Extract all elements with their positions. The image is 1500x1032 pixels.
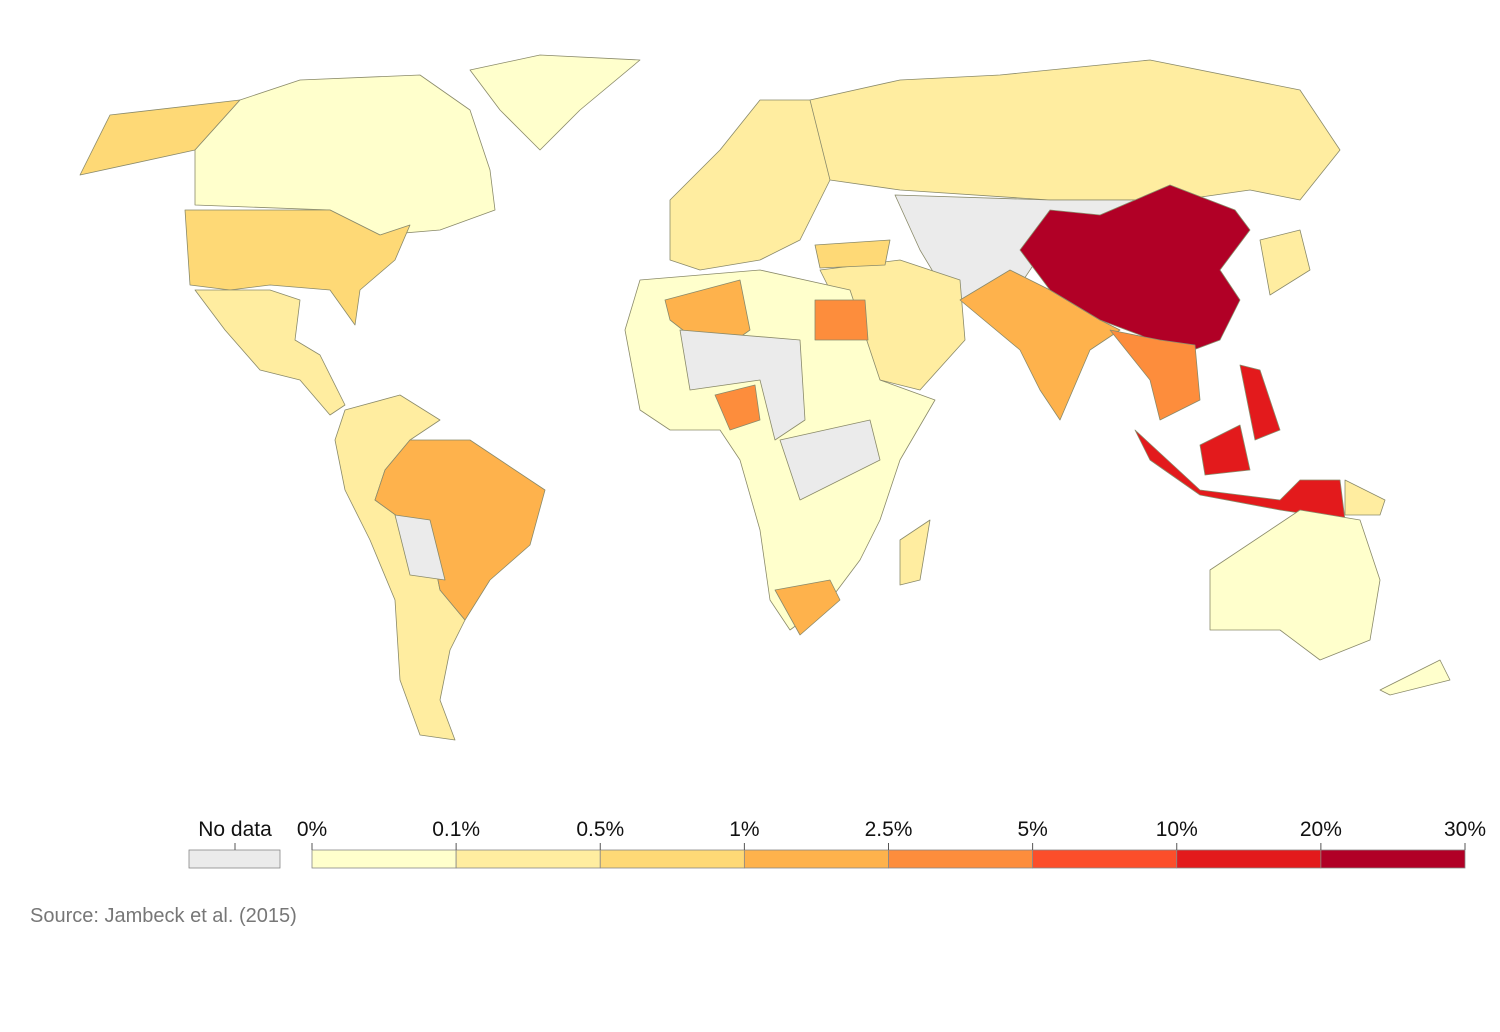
legend-label: 5% — [1017, 818, 1047, 841]
no-data-label: No data — [198, 818, 272, 841]
region — [184, 209, 411, 326]
legend-label: 20% — [1300, 818, 1342, 841]
legend-swatch — [1032, 849, 1178, 869]
region — [1344, 479, 1386, 516]
region — [194, 74, 496, 236]
region — [1134, 429, 1346, 521]
region — [1379, 659, 1451, 696]
region — [814, 299, 869, 341]
region — [809, 59, 1341, 201]
legend-label: 30% — [1444, 818, 1486, 841]
region — [1109, 329, 1201, 421]
region — [374, 439, 546, 621]
region — [679, 329, 806, 441]
legend-swatch — [888, 849, 1034, 869]
region — [1199, 424, 1251, 476]
legend-label: 0% — [297, 818, 327, 841]
legend-label: 0.1% — [432, 818, 480, 841]
world-map — [79, 54, 1451, 741]
region — [669, 99, 831, 271]
no-data-swatch — [188, 849, 281, 869]
region — [714, 384, 761, 431]
region — [1209, 509, 1381, 661]
region — [779, 419, 881, 501]
region — [1239, 364, 1281, 441]
legend-swatch — [455, 849, 601, 869]
legend-swatch — [1320, 849, 1466, 869]
region — [194, 289, 346, 416]
region — [774, 579, 841, 636]
legend-label: 10% — [1156, 818, 1198, 841]
region — [394, 514, 446, 581]
legend-swatch — [311, 849, 457, 869]
legend-swatch — [599, 849, 745, 869]
region — [1019, 184, 1251, 356]
region — [959, 269, 1121, 421]
region — [1259, 229, 1311, 296]
source: Source: Jambeck et al. (2015) — [30, 905, 297, 927]
legend-label: 2.5% — [865, 818, 913, 841]
region — [814, 239, 891, 269]
region — [899, 519, 931, 586]
legend-label: 0.5% — [576, 818, 624, 841]
legend-label: 1% — [729, 818, 759, 841]
region — [469, 54, 641, 151]
legend-swatch — [1176, 849, 1322, 869]
legend-swatch — [743, 849, 889, 869]
legend: No data 0% 0.1% 0.5% 1% 2.5% 5% 10% 20% 30% — [188, 818, 1486, 869]
